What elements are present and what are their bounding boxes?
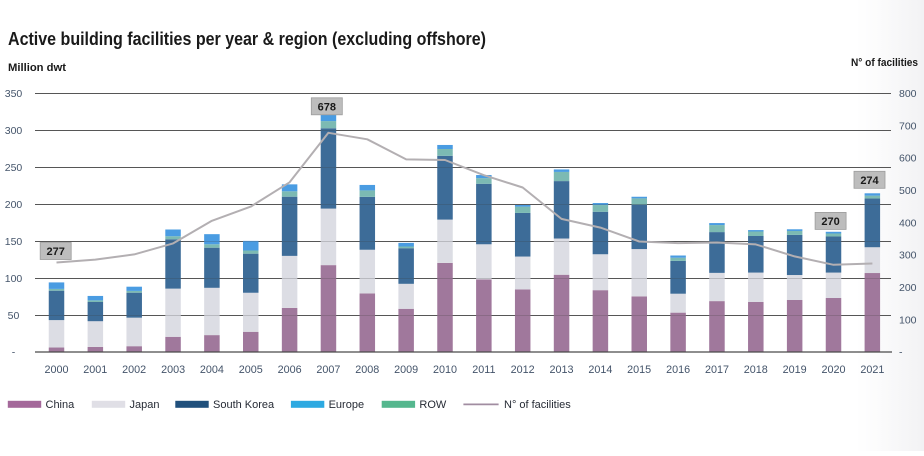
svg-text:-: - bbox=[899, 347, 903, 359]
svg-text:277: 277 bbox=[47, 246, 65, 258]
svg-text:150: 150 bbox=[5, 236, 23, 248]
svg-text:South Korea: South Korea bbox=[213, 399, 275, 411]
svg-text:N° of facilities: N° of facilities bbox=[851, 57, 918, 69]
svg-text:2009: 2009 bbox=[394, 364, 418, 376]
svg-text:350: 350 bbox=[5, 88, 23, 100]
svg-text:Active building facilities per: Active building facilities per year & re… bbox=[8, 29, 486, 49]
svg-text:2005: 2005 bbox=[239, 364, 263, 376]
svg-text:200: 200 bbox=[899, 282, 917, 294]
svg-text:2019: 2019 bbox=[783, 364, 807, 376]
svg-text:-: - bbox=[12, 347, 16, 359]
svg-text:Japan: Japan bbox=[130, 399, 160, 411]
svg-text:100: 100 bbox=[5, 273, 23, 285]
svg-text:700: 700 bbox=[899, 120, 917, 132]
svg-text:274: 274 bbox=[860, 175, 879, 187]
svg-text:2016: 2016 bbox=[666, 364, 690, 376]
svg-text:400: 400 bbox=[899, 217, 917, 229]
svg-text:N° of facilities: N° of facilities bbox=[504, 399, 571, 411]
svg-text:2003: 2003 bbox=[161, 364, 185, 376]
svg-text:2002: 2002 bbox=[122, 364, 146, 376]
svg-text:2011: 2011 bbox=[472, 364, 495, 376]
svg-text:600: 600 bbox=[899, 153, 917, 165]
svg-text:800: 800 bbox=[899, 88, 917, 100]
svg-text:2006: 2006 bbox=[278, 364, 302, 376]
svg-text:2018: 2018 bbox=[744, 364, 768, 376]
svg-text:Million dwt: Million dwt bbox=[8, 62, 66, 74]
svg-text:2012: 2012 bbox=[511, 364, 535, 376]
svg-text:300: 300 bbox=[5, 125, 23, 137]
svg-text:2000: 2000 bbox=[44, 364, 68, 376]
svg-text:100: 100 bbox=[899, 314, 917, 326]
svg-text:Europe: Europe bbox=[329, 399, 364, 411]
svg-text:2007: 2007 bbox=[316, 364, 340, 376]
svg-text:2017: 2017 bbox=[705, 364, 729, 376]
svg-text:2020: 2020 bbox=[821, 364, 845, 376]
svg-text:ROW: ROW bbox=[419, 399, 447, 411]
svg-text:2014: 2014 bbox=[588, 364, 612, 376]
svg-text:678: 678 bbox=[318, 102, 336, 114]
svg-text:2004: 2004 bbox=[200, 364, 224, 376]
svg-text:250: 250 bbox=[5, 162, 23, 174]
svg-text:50: 50 bbox=[8, 310, 20, 322]
svg-text:China: China bbox=[46, 399, 76, 411]
svg-text:2001: 2001 bbox=[83, 364, 107, 376]
svg-text:2008: 2008 bbox=[355, 364, 379, 376]
svg-text:200: 200 bbox=[5, 199, 23, 211]
svg-text:2015: 2015 bbox=[627, 364, 651, 376]
svg-text:300: 300 bbox=[899, 250, 917, 262]
svg-text:270: 270 bbox=[821, 216, 839, 228]
svg-text:2013: 2013 bbox=[549, 364, 573, 376]
svg-text:500: 500 bbox=[899, 185, 917, 197]
svg-text:2021: 2021 bbox=[860, 364, 884, 376]
svg-text:2010: 2010 bbox=[433, 364, 457, 376]
